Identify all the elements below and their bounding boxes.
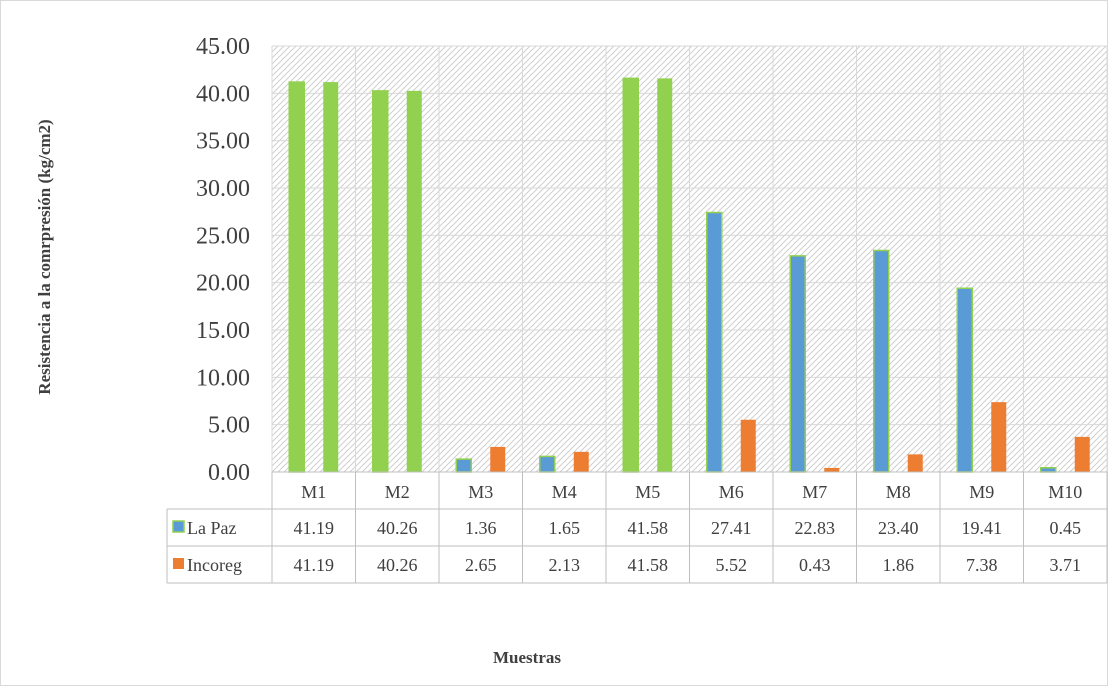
x-tick-label: M9 (969, 482, 994, 502)
bar-la-paz-m10 (1040, 466, 1057, 473)
x-tick-label: M8 (886, 482, 911, 502)
y-tick-label: 30.00 (196, 176, 250, 202)
legend-label: Incoreg (187, 555, 242, 575)
table-cell-value: 3.71 (1050, 555, 1082, 575)
bar-incoreg-m1 (323, 82, 339, 473)
table-cell-value: 22.83 (795, 518, 836, 538)
table-cell-value: 1.36 (465, 518, 497, 538)
x-tick-label: M6 (719, 482, 744, 502)
table-cell-value: 5.52 (716, 555, 748, 575)
x-tick-label: M7 (802, 482, 827, 502)
table-cell-value: 27.41 (711, 518, 752, 538)
y-tick-label: 45.00 (196, 34, 250, 60)
bar-la-paz-m4 (539, 455, 556, 473)
table-cell-value: 19.41 (962, 518, 1003, 538)
bar-la-paz-m1 (288, 81, 305, 473)
table-cell-value: 41.19 (294, 518, 335, 538)
x-tick-label: M2 (385, 482, 410, 502)
data-table: M1 M2 M3 M4 M5 M6 M7 M8 M9 M10 La Paz 41.19 40.26 1.3… (166, 471, 1108, 584)
table-cell-value: 7.38 (966, 555, 998, 575)
y-tick-label: 35.00 (196, 129, 250, 155)
x-tick-label: M3 (468, 482, 493, 502)
x-axis-title: Muestras (493, 648, 561, 667)
bar-incoreg-m3 (490, 446, 506, 472)
legend-label: La Paz (187, 518, 236, 538)
bar-incoreg-m10 (1074, 436, 1090, 472)
bar-incoreg-m4 (573, 451, 589, 472)
x-tick-label: M4 (552, 482, 577, 502)
legend-swatch (173, 558, 184, 569)
table-cell-value: 40.26 (377, 518, 418, 538)
bar-la-paz-m7 (789, 255, 806, 473)
bar-la-paz-m9 (956, 287, 973, 473)
y-axis-title: Resistencia a la comrpresión (kg/cm2) (35, 119, 54, 394)
bar-la-paz-m8 (873, 249, 890, 473)
table-cell-value: 0.45 (1050, 518, 1082, 538)
y-tick-label: 5.00 (208, 413, 250, 439)
table-cell-value: 41.58 (628, 518, 669, 538)
table-cell-value: 1.86 (883, 555, 915, 575)
bar-la-paz-m6 (706, 211, 723, 473)
bar-incoreg-m9 (991, 402, 1007, 472)
y-tick-label: 20.00 (196, 271, 250, 297)
bar-la-paz-m5 (622, 77, 639, 473)
y-tick-label: 15.00 (196, 318, 250, 344)
legend-swatch (172, 520, 185, 533)
x-tick-label: M1 (301, 482, 326, 502)
y-tick-label: 10.00 (196, 365, 250, 391)
table-cell-value: 41.58 (628, 555, 669, 575)
table-cell-value: 23.40 (878, 518, 919, 538)
y-tick-label: 0.00 (208, 460, 250, 486)
bars (288, 77, 1090, 473)
table-cell-value: 0.43 (799, 555, 831, 575)
y-tick-label: 40.00 (196, 81, 250, 107)
y-tick-label: 25.00 (196, 223, 250, 249)
bar-incoreg-m6 (740, 419, 756, 472)
y-axis-ticks: 0.00 5.00 10.00 15.00 20.00 25.00 30.00 35.00 40… (196, 34, 250, 486)
bar-la-paz-m3 (455, 458, 472, 473)
table-cell-value: 2.65 (465, 555, 497, 575)
table-cell-value: 41.19 (294, 555, 335, 575)
bar-incoreg-m8 (907, 454, 923, 472)
x-tick-label: M5 (635, 482, 660, 502)
bar-incoreg-m2 (406, 90, 422, 472)
table-cell-value: 40.26 (377, 555, 418, 575)
bar-incoreg-m5 (657, 78, 673, 472)
table-cell-value: 2.13 (549, 555, 581, 575)
bar-incoreg-m7 (824, 467, 840, 472)
table-cell-value: 1.65 (549, 518, 581, 538)
x-tick-label: M10 (1048, 482, 1082, 502)
bar-la-paz-m2 (372, 90, 389, 473)
